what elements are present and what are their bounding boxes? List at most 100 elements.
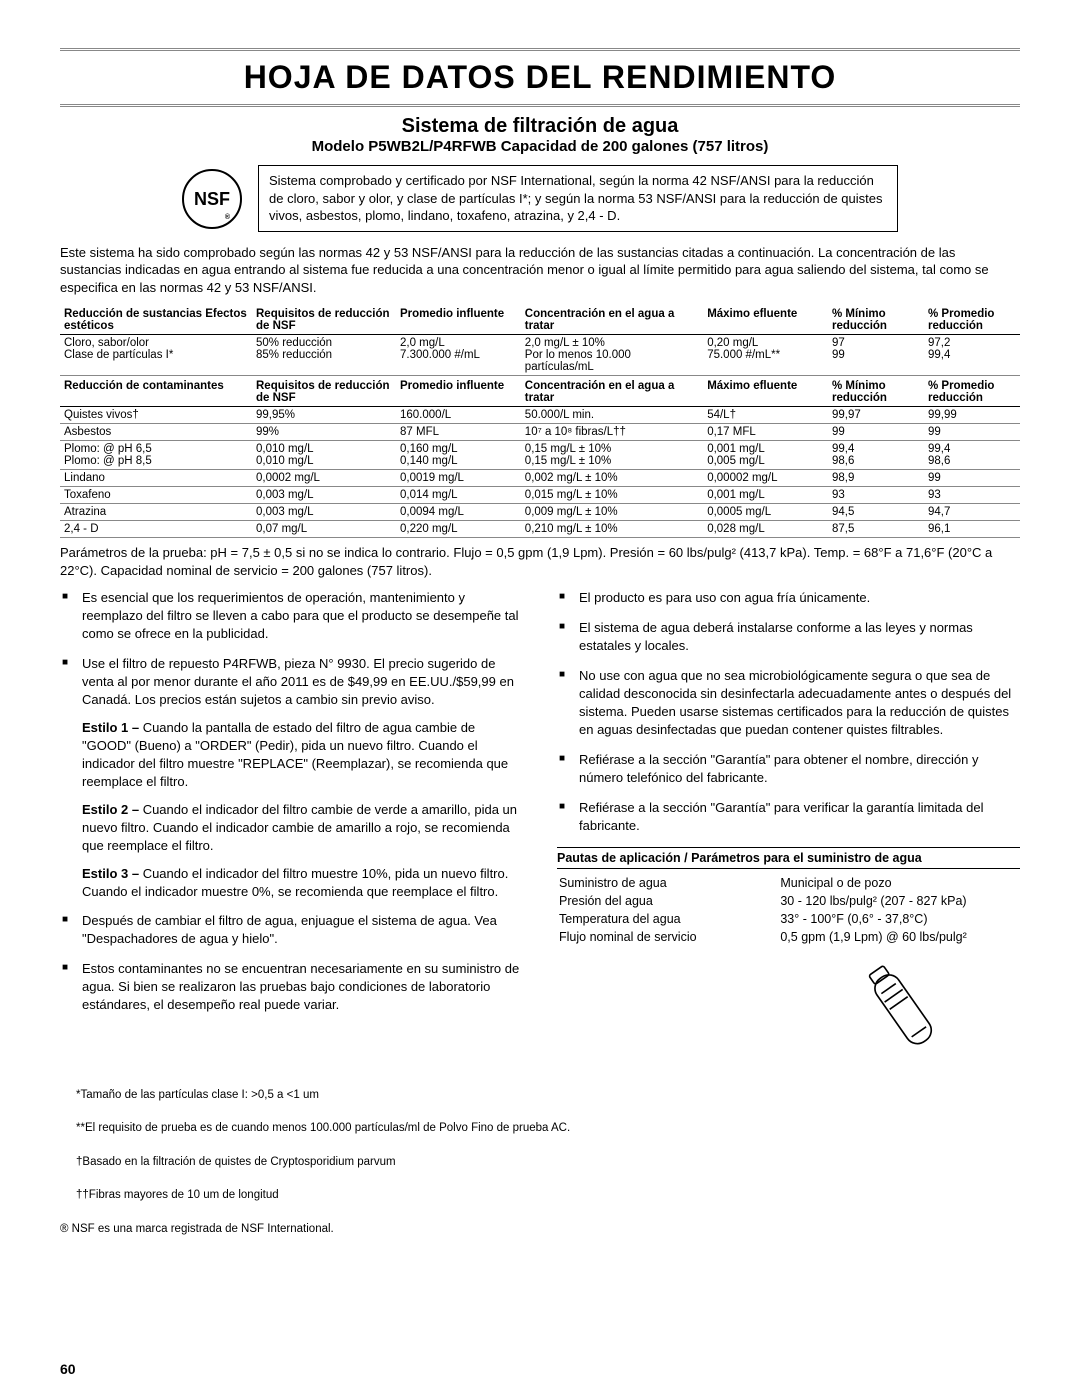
table-cell: Asbestos xyxy=(60,424,252,441)
table-cell: 0,17 MFL xyxy=(703,424,828,441)
guideline-row: Temperatura del agua33° - 100°F (0,6° - … xyxy=(559,911,1018,927)
table-cell: 0,003 mg/L xyxy=(252,504,396,521)
bullet-text: El sistema de agua deberá instalarse con… xyxy=(579,620,973,653)
page-title: HOJA DE DATOS DEL RENDIMIENTO xyxy=(60,59,1020,96)
bullet-sub: Estilo 1 – Cuando la pantalla de estado … xyxy=(82,719,523,791)
table-cell: 0,15 mg/L ± 10%0,15 mg/L ± 10% xyxy=(521,441,703,470)
table-cell: Toxafeno xyxy=(60,487,252,504)
footnote: *Tamaño de las partículas clase I: >0,5 … xyxy=(60,1088,1020,1104)
table-cell: 50.000/L min. xyxy=(521,407,703,424)
table-cell: 94,5 xyxy=(828,504,924,521)
intro-paragraph: Este sistema ha sido comprobado según la… xyxy=(60,244,1020,297)
table-cell: 0,0019 mg/L xyxy=(396,470,521,487)
footnote: ® NSF es una marca registrada de NSF Int… xyxy=(60,1222,1020,1238)
table-row: Cloro, sabor/olorClase de partículas I*5… xyxy=(60,335,1020,376)
table-cell: 2,0 mg/L ± 10%Por lo menos 10.000 partíc… xyxy=(521,335,703,376)
table-cell: 0,00002 mg/L xyxy=(703,470,828,487)
title-rule xyxy=(60,104,1020,107)
bullet-text: Refiérase a la sección "Garantía" para o… xyxy=(579,752,978,785)
table-cell: Quistes vivos† xyxy=(60,407,252,424)
guideline-row: Presión del agua30 - 120 lbs/pulg² (207 … xyxy=(559,893,1018,909)
bullet-sub: Estilo 3 – Cuando el indicador del filtr… xyxy=(82,865,523,901)
subtitle-model: Modelo P5WB2L/P4RFWB Capacidad de 200 ga… xyxy=(60,138,1020,155)
table-row: Atrazina0,003 mg/L0,0094 mg/L0,009 mg/L … xyxy=(60,504,1020,521)
table-cell: 0,009 mg/L ± 10% xyxy=(521,504,703,521)
guideline-row: Flujo nominal de servicio0,5 gpm (1,9 Lp… xyxy=(559,929,1018,945)
top-rule xyxy=(60,48,1020,51)
table-header: Concentración en el agua a tratar xyxy=(521,306,703,335)
nsf-certification-box: Sistema comprobado y certificado por NSF… xyxy=(258,165,898,232)
nsf-row: NSF Sistema comprobado y certificado por… xyxy=(60,165,1020,232)
guideline-row: Suministro de aguaMunicipal o de pozo xyxy=(559,875,1018,891)
test-parameters: Parámetros de la prueba: pH = 7,5 ± 0,5 … xyxy=(60,544,1020,579)
application-guidelines-header: Pautas de aplicación / Parámetros para e… xyxy=(557,847,1020,869)
table-header: Requisitos de reducción de NSF xyxy=(252,376,396,407)
table-cell: 99% xyxy=(252,424,396,441)
table-header: % Promedio reducción xyxy=(924,306,1020,335)
table-cell: 0,003 mg/L xyxy=(252,487,396,504)
bullet-item: Refiérase a la sección "Garantía" para v… xyxy=(557,799,1020,835)
bullet-item: Use el filtro de repuesto P4RFWB, pieza … xyxy=(60,655,523,900)
bullet-text: Use el filtro de repuesto P4RFWB, pieza … xyxy=(82,656,514,707)
bullet-item: El producto es para uso con agua fría ún… xyxy=(557,589,1020,607)
bullet-item: Después de cambiar el filtro de agua, en… xyxy=(60,912,523,948)
table-cell: 87 MFL xyxy=(396,424,521,441)
two-column-notes: Es esencial que los requerimientos de op… xyxy=(60,589,1020,1069)
performance-table: Reducción de sustancias Efectos estético… xyxy=(60,306,1020,538)
table-row: 2,4 - D0,07 mg/L0,220 mg/L0,210 mg/L ± 1… xyxy=(60,521,1020,538)
bullet-text: Después de cambiar el filtro de agua, en… xyxy=(82,913,497,946)
guideline-value: 30 - 120 lbs/pulg² (207 - 827 kPa) xyxy=(780,893,1018,909)
guideline-value: 0,5 gpm (1,9 Lpm) @ 60 lbs/pulg² xyxy=(780,929,1018,945)
bullet-text: Es esencial que los requerimientos de op… xyxy=(82,590,519,641)
table-cell: 0,001 mg/L0,005 mg/L xyxy=(703,441,828,470)
guideline-value: Municipal o de pozo xyxy=(780,875,1018,891)
table-cell: 0,210 mg/L ± 10% xyxy=(521,521,703,538)
left-column: Es esencial que los requerimientos de op… xyxy=(60,589,523,1069)
table-row: Plomo: @ pH 6,5Plomo: @ pH 8,50,010 mg/L… xyxy=(60,441,1020,470)
table-cell: Lindano xyxy=(60,470,252,487)
table-cell: 2,4 - D xyxy=(60,521,252,538)
table-cell: 0,0002 mg/L xyxy=(252,470,396,487)
table-cell: Cloro, sabor/olorClase de partículas I* xyxy=(60,335,252,376)
bullet-item: Es esencial que los requerimientos de op… xyxy=(60,589,523,643)
table-cell: 0,0094 mg/L xyxy=(396,504,521,521)
table-cell: 54/L† xyxy=(703,407,828,424)
table-header: Concentración en el agua a tratar xyxy=(521,376,703,407)
nsf-badge-text: NSF xyxy=(194,189,230,210)
table-cell: 99,97 xyxy=(828,407,924,424)
table-row: Asbestos99%87 MFL10⁷ a 10⁸ fibras/L††0,1… xyxy=(60,424,1020,441)
table-cell: 160.000/L xyxy=(396,407,521,424)
bullet-text: El producto es para uso con agua fría ún… xyxy=(579,590,870,605)
table-cell: 99,498,6 xyxy=(924,441,1020,470)
table-cell: 0,160 mg/L0,140 mg/L xyxy=(396,441,521,470)
table-cell: 99 xyxy=(828,424,924,441)
table-cell: 97,299,4 xyxy=(924,335,1020,376)
footnote: †Basado en la filtración de quistes de C… xyxy=(60,1155,1020,1171)
table-row: Toxafeno0,003 mg/L0,014 mg/L0,015 mg/L ±… xyxy=(60,487,1020,504)
table-cell: 99,99 xyxy=(924,407,1020,424)
table-cell: 0,010 mg/L0,010 mg/L xyxy=(252,441,396,470)
table-cell: 0,002 mg/L ± 10% xyxy=(521,470,703,487)
application-guidelines-table: Suministro de aguaMunicipal o de pozo Pre… xyxy=(557,873,1020,947)
table-header: Promedio influente xyxy=(396,306,521,335)
guideline-label: Temperatura del agua xyxy=(559,911,778,927)
nsf-badge-icon: NSF xyxy=(182,169,242,229)
table-header: % Mínimo reducción xyxy=(828,376,924,407)
bullet-item: Estos contaminantes no se encuentran nec… xyxy=(60,960,523,1014)
table-cell: Atrazina xyxy=(60,504,252,521)
guideline-label: Suministro de agua xyxy=(559,875,778,891)
bullet-item: No use con agua que no sea microbiológic… xyxy=(557,667,1020,739)
bullet-item: El sistema de agua deberá instalarse con… xyxy=(557,619,1020,655)
table-cell: 99 xyxy=(924,424,1020,441)
table-cell: 94,7 xyxy=(924,504,1020,521)
table-cell: 93 xyxy=(924,487,1020,504)
table-cell: 0,014 mg/L xyxy=(396,487,521,504)
right-column: El producto es para uso con agua fría ún… xyxy=(557,589,1020,1069)
table-cell: 0,0005 mg/L xyxy=(703,504,828,521)
table-cell: 0,001 mg/L xyxy=(703,487,828,504)
table-row: Quistes vivos†99,95%160.000/L50.000/L mi… xyxy=(60,407,1020,424)
table-cell: 0,07 mg/L xyxy=(252,521,396,538)
table-header: Máximo efluente xyxy=(703,306,828,335)
footnote: **El requisito de prueba es de cuando me… xyxy=(60,1121,1020,1137)
left-bullet-list: Es esencial que los requerimientos de op… xyxy=(60,589,523,1014)
